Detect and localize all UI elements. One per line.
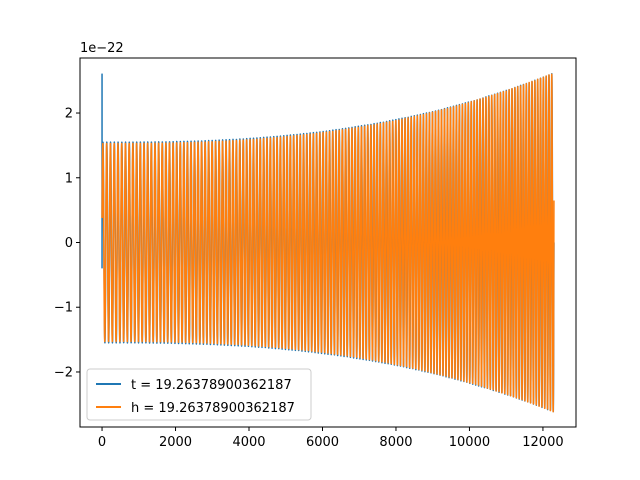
x-tick-label: 6000 <box>306 435 339 450</box>
legend-box <box>86 368 312 421</box>
legend-label-t: t = 19.26378900362187 <box>131 378 292 393</box>
x-tick-label: 0 <box>98 435 106 450</box>
x-tick-label: 12000 <box>522 435 563 450</box>
y-axis: −2 −1 0 1 2 <box>54 107 80 380</box>
x-tick-label: 2000 <box>159 435 192 450</box>
x-tick-label: 10000 <box>449 435 490 450</box>
series-layer <box>101 72 555 413</box>
y-tick-label: 1 <box>65 171 73 186</box>
series-line-h <box>101 73 555 413</box>
y-offset-label: 1e−22 <box>80 41 124 56</box>
x-tick-label: 8000 <box>379 435 412 450</box>
y-tick-label: −2 <box>54 365 73 380</box>
x-axis: 0 2000 4000 6000 8000 10000 12000 <box>98 427 564 450</box>
y-tick-label: −1 <box>54 301 73 316</box>
legend: t = 19.26378900362187 h = 19.26378900362… <box>86 368 312 421</box>
legend-label-h: h = 19.26378900362187 <box>131 401 295 416</box>
y-tick-label: 0 <box>65 236 73 251</box>
y-tick-label: 2 <box>65 107 73 122</box>
x-tick-label: 4000 <box>232 435 265 450</box>
